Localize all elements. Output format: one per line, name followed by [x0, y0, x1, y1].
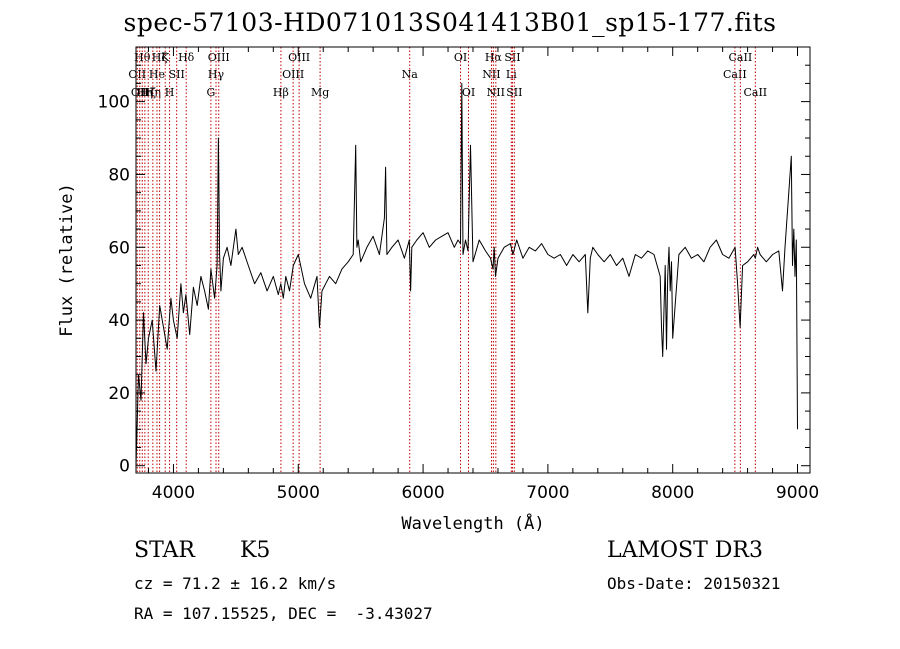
marker-label: OIII	[288, 51, 310, 64]
y-tick-label: 60	[108, 238, 130, 258]
coordinates-readout: RA = 107.15525, DEC = -3.43027	[134, 604, 433, 623]
spectrum-line	[135, 82, 798, 466]
marker-label: OII	[128, 68, 146, 81]
x-axis-label: Wavelength (Å)	[401, 512, 544, 534]
chart-title: spec-57103-HD071013S041413B01_sp15-177.f…	[123, 8, 777, 37]
marker-label: Hδ	[178, 51, 195, 64]
x-tick-label: 4000	[152, 483, 195, 503]
y-tick-label: 80	[108, 165, 130, 185]
y-tick-label: 20	[108, 384, 130, 404]
marker-label: Na	[402, 68, 419, 81]
marker-label: CaII	[723, 68, 747, 81]
x-tick-label: 6000	[401, 483, 444, 503]
marker-label: Mg	[311, 86, 329, 99]
marker-label: OI	[454, 51, 467, 64]
marker-label: Li	[506, 68, 517, 81]
marker-label: SII	[169, 68, 185, 81]
marker-label: OIII	[208, 51, 230, 64]
marker-label: Hη	[145, 86, 161, 99]
marker-label: OII	[131, 86, 149, 99]
marker-label: NII	[482, 68, 500, 81]
marker-label: Hα	[485, 51, 503, 64]
marker-label: Hη	[137, 86, 153, 99]
y-tick-label: 40	[108, 311, 130, 331]
redshift-readout: cz = 71.2 ± 16.2 km/s	[134, 574, 337, 593]
x-tick-label: 7000	[526, 483, 569, 503]
marker-label: OIII	[282, 68, 304, 81]
marker-label: OI	[462, 86, 475, 99]
spectral-subclass: K5	[240, 538, 271, 563]
marker-label: Hβ	[273, 86, 289, 99]
object-class: STAR	[134, 538, 195, 563]
marker-label: Hζ	[140, 86, 156, 99]
marker-label: SII	[506, 86, 522, 99]
x-tick-label: 8000	[651, 483, 694, 503]
observation-date: Obs-Date: 20150321	[607, 574, 781, 593]
marker-label: G	[206, 86, 215, 99]
marker-label: CaII	[743, 86, 767, 99]
marker-label: CaII	[729, 51, 753, 64]
marker-label: Hζ	[152, 51, 168, 64]
survey-name: LAMOST DR3	[607, 538, 763, 563]
x-tick-label: 5000	[277, 483, 320, 503]
marker-label: Hθ	[134, 51, 151, 64]
y-axis-label: Flux (relative)	[57, 183, 77, 337]
x-tick-label: 9000	[776, 483, 819, 503]
marker-label: NII	[487, 86, 505, 99]
marker-label: H	[165, 86, 175, 99]
marker-label: Hγ	[208, 68, 225, 81]
marker-label: SII	[504, 51, 520, 64]
marker-label: K	[161, 51, 170, 64]
marker-label: He	[149, 68, 165, 81]
y-tick-label: 100	[98, 93, 130, 113]
y-tick-label: 0	[119, 457, 130, 477]
